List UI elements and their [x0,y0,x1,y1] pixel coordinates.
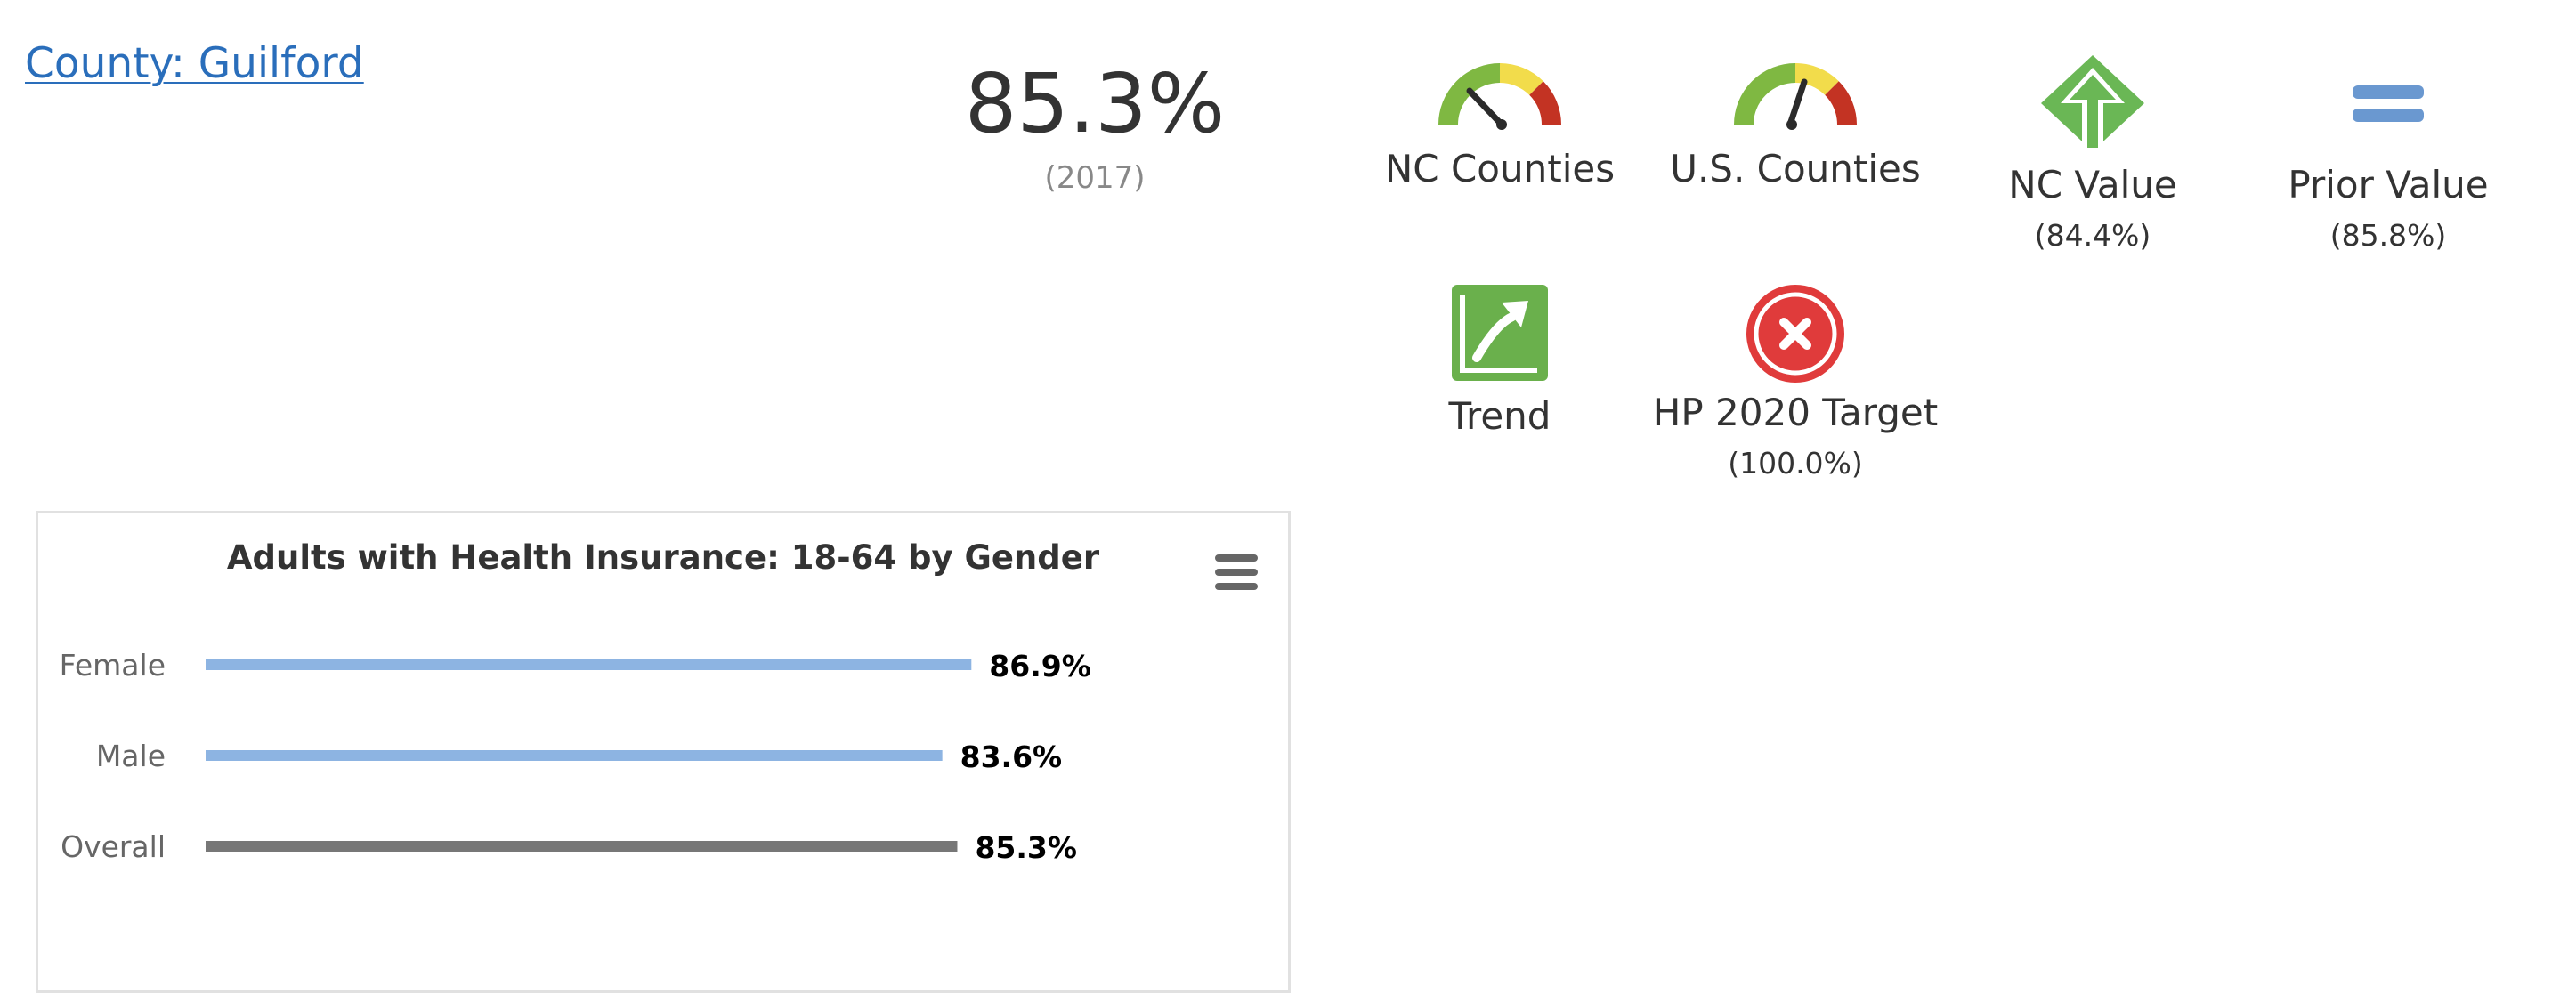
indicator-us-counties[interactable]: U.S. Counties [1648,62,1942,192]
indicator-prior-value[interactable]: Prior Value (85.8%) [2241,53,2535,255]
hamburger-menu-icon[interactable] [1213,553,1260,592]
trend-up-icon [1452,285,1548,381]
indicator-hp-target[interactable]: HP 2020 Target (100.0%) [1648,283,1942,482]
indicator-nc-counties[interactable]: NC Counties [1353,62,1647,192]
red-x-icon [1746,285,1844,383]
indicator-trend[interactable]: Trend [1353,283,1647,440]
category-label-overall: Overall [61,829,166,864]
equal-icon [2353,85,2424,122]
indicator-label: NC Counties [1384,147,1616,190]
category-label-male: Male [96,739,166,773]
indicator-label: Trend [1448,394,1551,438]
main-year: (2017) [1044,160,1146,196]
data-label-overall: 85.3% [975,830,1077,865]
gauge-icon [1438,63,1561,130]
category-label-female: Female [60,648,166,683]
indicator-sub: (100.0%) [1728,446,1863,481]
indicator-label: NC Value [2008,163,2177,206]
county-link[interactable]: County: Guilford [25,39,364,88]
main-value-block: 85.3% (2017) [890,55,1300,196]
bar-male[interactable] [206,750,943,761]
data-label-male: 83.6% [960,739,1063,774]
indicator-label: HP 2020 Target [1652,391,1939,434]
indicator-label: U.S. Counties [1670,147,1921,190]
indicator-nc-value[interactable]: NC Value (84.4%) [1946,53,2240,255]
chart-title: Adults with Health Insurance: 18-64 by G… [226,538,1100,577]
gauge-icon [1734,63,1857,130]
indicator-sub: (84.4%) [2034,218,2151,253]
indicator-sub: (85.8%) [2329,218,2447,253]
data-label-female: 86.9% [989,649,1091,683]
main-value: 85.3% [964,56,1226,151]
indicator-label: Prior Value [2288,163,2489,206]
chart-container: Adults with Health Insurance: 18-64 by G… [36,511,1291,993]
bar-chart: Female 86.9% Male 83.6% Overall 85.3% [60,648,1091,865]
bar-overall[interactable] [206,841,958,852]
green-up-arrow-icon [2041,55,2144,151]
bar-female[interactable] [206,659,972,670]
